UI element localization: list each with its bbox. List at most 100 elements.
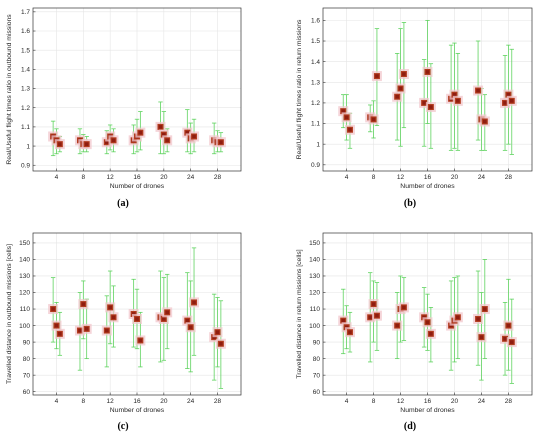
data-point bbox=[185, 322, 196, 333]
x-tick-label: 8 bbox=[82, 398, 86, 405]
data-point bbox=[368, 299, 379, 310]
y-tick-label: 0.9 bbox=[21, 162, 30, 169]
data-point bbox=[473, 85, 484, 96]
data-point bbox=[54, 139, 65, 150]
x-tick-label: 28 bbox=[505, 174, 513, 181]
panel-caption: (b) bbox=[404, 198, 416, 209]
x-tick-label: 28 bbox=[214, 398, 222, 405]
data-point bbox=[506, 95, 517, 106]
y-tick-label: 1.4 bbox=[311, 59, 320, 66]
y-tick-label: 1.3 bbox=[21, 86, 30, 93]
y-tick-label: 1.7 bbox=[21, 9, 30, 16]
y-tick-label: 1.2 bbox=[311, 100, 320, 107]
data-point bbox=[368, 114, 379, 125]
data-point bbox=[344, 124, 355, 135]
data-point bbox=[341, 112, 352, 123]
y-tick-label: 140 bbox=[19, 257, 30, 264]
data-point bbox=[425, 102, 436, 113]
panel-d: 4 8 12 16 20 24 28 60 70 80 90 100 110 120 130 140 150 Nu… bbox=[296, 232, 533, 432]
data-point bbox=[452, 95, 463, 106]
y-axis-label: Real/Useful flight times ratio in return… bbox=[296, 19, 303, 159]
data-point bbox=[215, 338, 226, 349]
x-tick-label: 16 bbox=[133, 174, 141, 181]
data-point bbox=[182, 127, 193, 138]
y-tick-label: 110 bbox=[310, 306, 321, 313]
data-point bbox=[135, 127, 146, 138]
data-point bbox=[182, 315, 193, 326]
panel-caption: (d) bbox=[404, 421, 416, 432]
y-tick-label: 100 bbox=[309, 323, 320, 330]
x-tick-label: 16 bbox=[133, 398, 141, 405]
y-tick-label: 80 bbox=[23, 356, 31, 363]
y-tick-label: 90 bbox=[313, 339, 321, 346]
y-tick-label: 0.9 bbox=[311, 162, 320, 169]
data-point bbox=[425, 328, 436, 339]
data-point bbox=[108, 312, 119, 323]
data-point bbox=[398, 69, 409, 80]
x-tick-label: 12 bbox=[397, 398, 405, 405]
data-point bbox=[449, 89, 460, 100]
y-tick-label: 1.3 bbox=[311, 79, 320, 86]
data-point bbox=[189, 297, 200, 308]
panel-c: 4 8 12 16 20 24 28 60 70 80 90 100 110 120 130 140 150 Nu… bbox=[6, 232, 242, 432]
data-point bbox=[392, 91, 403, 102]
data-point bbox=[101, 137, 112, 148]
data-point bbox=[135, 335, 146, 346]
data-point bbox=[338, 106, 349, 117]
data-point bbox=[105, 302, 116, 313]
data-point bbox=[422, 66, 433, 77]
y-tick-label: 80 bbox=[313, 356, 321, 363]
data-point bbox=[344, 327, 355, 338]
x-tick-label: 24 bbox=[187, 174, 195, 181]
x-tick-label: 12 bbox=[397, 174, 405, 181]
data-point bbox=[81, 323, 92, 334]
data-point bbox=[506, 337, 517, 348]
y-tick-label: 120 bbox=[19, 290, 30, 297]
y-tick-label: 120 bbox=[309, 290, 320, 297]
data-point bbox=[392, 320, 403, 331]
y-tick-label: 1.6 bbox=[311, 18, 320, 25]
x-tick-label: 12 bbox=[107, 174, 115, 181]
x-tick-label: 24 bbox=[187, 398, 195, 405]
x-axis-label: Number of drones bbox=[110, 183, 165, 190]
x-tick-label: 28 bbox=[214, 174, 222, 181]
y-tick-label: 1 bbox=[26, 143, 30, 150]
x-tick-label: 20 bbox=[160, 398, 168, 405]
data-point bbox=[419, 97, 430, 108]
data-point bbox=[48, 304, 59, 315]
data-point bbox=[365, 312, 376, 323]
data-point bbox=[51, 320, 62, 331]
y-tick-label: 130 bbox=[19, 273, 30, 280]
y-tick-label: 1.4 bbox=[21, 67, 30, 74]
data-point bbox=[503, 89, 514, 100]
panel-caption: (a) bbox=[117, 198, 129, 209]
data-point bbox=[108, 135, 119, 146]
data-point bbox=[212, 327, 223, 338]
data-point bbox=[155, 121, 166, 132]
y-tick-label: 70 bbox=[313, 372, 321, 379]
data-point bbox=[479, 116, 490, 127]
y-tick-label: 100 bbox=[19, 323, 30, 330]
y-tick-label: 1.6 bbox=[21, 28, 30, 35]
panel-b: 4 8 12 16 20 24 28 0.9 1 1.1 1.2 1.3 1.4 1.5 1.6 Number… bbox=[296, 7, 533, 209]
data-point bbox=[132, 313, 142, 324]
y-axis-label: Travelled distance in outbound missions … bbox=[6, 244, 13, 384]
x-tick-label: 4 bbox=[55, 398, 59, 405]
data-point bbox=[395, 83, 406, 94]
x-tick-label: 4 bbox=[345, 398, 349, 405]
data-point bbox=[78, 299, 89, 310]
data-point bbox=[422, 317, 433, 328]
data-point bbox=[479, 304, 490, 315]
x-tick-label: 4 bbox=[55, 174, 59, 181]
data-point bbox=[371, 310, 382, 321]
x-tick-label: 16 bbox=[424, 174, 432, 181]
panel-caption: (c) bbox=[117, 421, 128, 432]
y-tick-label: 90 bbox=[23, 339, 31, 346]
y-tick-label: 60 bbox=[23, 389, 31, 396]
y-tick-label: 1.1 bbox=[21, 124, 30, 131]
x-tick-label: 4 bbox=[345, 174, 349, 181]
y-tick-label: 1.2 bbox=[21, 105, 30, 112]
data-point bbox=[500, 97, 511, 108]
data-point bbox=[81, 139, 92, 150]
